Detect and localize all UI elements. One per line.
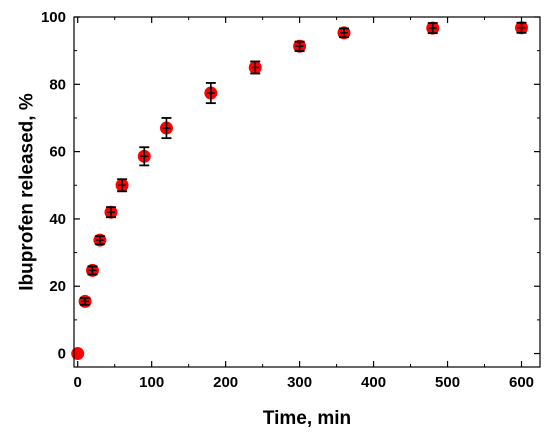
data-point xyxy=(71,347,85,361)
x-tick-label: 200 xyxy=(213,374,238,391)
plot-frame xyxy=(73,16,541,368)
x-tick-label: 100 xyxy=(139,374,164,391)
data-point xyxy=(104,205,118,219)
y-tick-label: 80 xyxy=(49,76,66,93)
data-point xyxy=(293,39,307,53)
y-axis-title: Ibuprofen released, % xyxy=(17,93,38,291)
ticks-layer: 0 100 200 300 400 500 600 0 20 40 60 80 100 xyxy=(41,9,540,391)
x-tick-label: 400 xyxy=(361,374,386,391)
x-tick-label: 300 xyxy=(287,374,312,391)
y-tick-label: 60 xyxy=(49,144,66,161)
data-point xyxy=(337,26,351,40)
x-axis-title: Time, min xyxy=(263,408,351,429)
y-tick-label: 0 xyxy=(58,346,66,363)
data-point xyxy=(204,82,218,105)
data-point xyxy=(93,233,107,247)
y-tick-label: 100 xyxy=(41,9,66,26)
data-point xyxy=(115,178,129,193)
x-tick-label: 500 xyxy=(435,374,460,391)
point-marker xyxy=(71,347,85,361)
data-point xyxy=(515,21,529,35)
x-tick-label: 600 xyxy=(509,374,534,391)
y-tick-label: 20 xyxy=(49,278,66,295)
data-point xyxy=(78,294,92,308)
data-point xyxy=(248,60,262,75)
data-point xyxy=(159,117,173,140)
data-point xyxy=(85,263,99,277)
points-layer xyxy=(71,21,529,361)
x-tick-label: 0 xyxy=(74,374,82,391)
data-point xyxy=(137,146,151,167)
y-tick-label: 40 xyxy=(49,211,66,228)
data-point xyxy=(426,21,440,35)
